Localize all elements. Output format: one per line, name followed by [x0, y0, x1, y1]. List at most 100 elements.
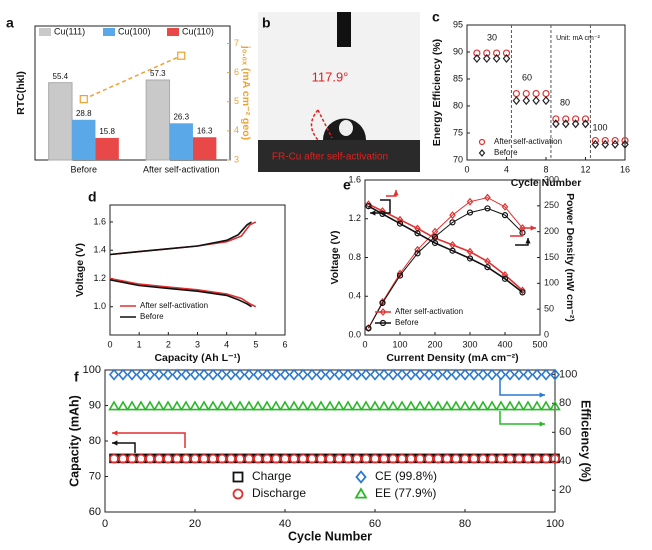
legend-label: Cu(110) [182, 26, 214, 36]
y2-tick-label: 3 [234, 154, 239, 164]
marker [225, 368, 237, 381]
marker [261, 400, 273, 411]
marker [581, 119, 590, 129]
marker [501, 212, 509, 219]
marker [621, 136, 629, 145]
marker [360, 368, 372, 381]
marker [478, 138, 486, 146]
marker [611, 136, 619, 145]
plot-frame [34, 25, 231, 161]
legend-label: Cu(100) [118, 26, 151, 36]
bar [192, 137, 217, 160]
marker [117, 368, 129, 381]
marker [154, 453, 164, 464]
marker [297, 400, 309, 411]
x-tick-label: 100 [546, 518, 564, 530]
marker [333, 400, 345, 411]
plot-frame [104, 369, 556, 513]
marker [523, 453, 533, 464]
marker [379, 453, 389, 464]
x-tick-label: 0 [102, 518, 108, 530]
y2-tick-label: 20 [559, 484, 571, 496]
marker [450, 368, 462, 381]
x-tick-label: 300 [462, 339, 477, 349]
marker [513, 368, 525, 381]
marker [441, 400, 453, 411]
marker [243, 368, 255, 381]
x-tick-label: 16 [620, 164, 630, 174]
marker [379, 319, 387, 327]
series-line-y2 [368, 197, 523, 329]
marker [162, 368, 174, 381]
marker [253, 453, 263, 464]
marker [522, 89, 530, 98]
marker [468, 400, 480, 411]
marker [388, 453, 398, 464]
marker [297, 368, 309, 381]
marker [611, 139, 619, 149]
marker [571, 119, 580, 129]
marker [198, 400, 210, 411]
marker [135, 368, 147, 381]
y-axis-label: Capacity (mAh) [67, 395, 81, 487]
legend-label: EE (77.9%) [375, 486, 436, 500]
arrow-head [370, 210, 376, 216]
x-tick-label: 40 [279, 518, 291, 530]
marker [355, 470, 367, 484]
marker [261, 368, 273, 381]
y-tick-label: 95 [453, 19, 463, 29]
marker [288, 400, 300, 411]
marker [288, 368, 300, 381]
y2-tick-label: 60 [559, 426, 571, 438]
marker [342, 368, 354, 381]
marker [431, 234, 439, 243]
arrow [370, 199, 391, 214]
marker [396, 368, 408, 381]
y2-tick-label: 0 [544, 329, 549, 339]
arrow [515, 238, 529, 246]
marker [552, 115, 560, 123]
marker [540, 368, 552, 381]
series-line [109, 221, 257, 308]
x-tick-label: 500 [532, 339, 547, 349]
marker [432, 368, 444, 381]
plot-frame [109, 204, 286, 336]
legend-label: After self-activation [140, 301, 208, 310]
marker [549, 368, 561, 381]
marker [177, 51, 186, 60]
droplet-highlight [339, 120, 353, 136]
angle-mark [310, 109, 333, 141]
marker [365, 200, 372, 209]
marker [562, 115, 570, 123]
marker [351, 368, 363, 381]
x-tick-label: 3 [195, 339, 200, 349]
marker [387, 400, 399, 411]
marker [431, 239, 439, 247]
value-label: 26.3 [173, 112, 189, 121]
marker [369, 400, 381, 411]
marker [466, 247, 474, 256]
marker [621, 139, 629, 149]
panel: f 0 20 40 60 80 100 60 70 80 90 100 20 40 60 80 100 Cycle… [67, 364, 592, 543]
marker [459, 400, 471, 411]
x-tick-label: 80 [459, 518, 471, 530]
marker [216, 368, 228, 381]
marker [415, 453, 425, 464]
y-tick-label: 0.0 [348, 329, 361, 339]
marker [466, 255, 474, 262]
marker [473, 49, 481, 57]
marker [414, 368, 426, 381]
value-label: 57.3 [150, 69, 166, 78]
y-tick-label: 0.4 [348, 291, 361, 301]
marker [601, 139, 610, 149]
marker [396, 220, 404, 227]
marker [189, 400, 201, 411]
marker [501, 275, 509, 282]
sample-label: FR-Cu after self-activation [272, 152, 388, 163]
marker [591, 139, 600, 149]
y-tick-label: 80 [453, 100, 463, 110]
marker [522, 96, 531, 106]
y-tick-label: 70 [89, 470, 101, 482]
marker [354, 487, 368, 499]
